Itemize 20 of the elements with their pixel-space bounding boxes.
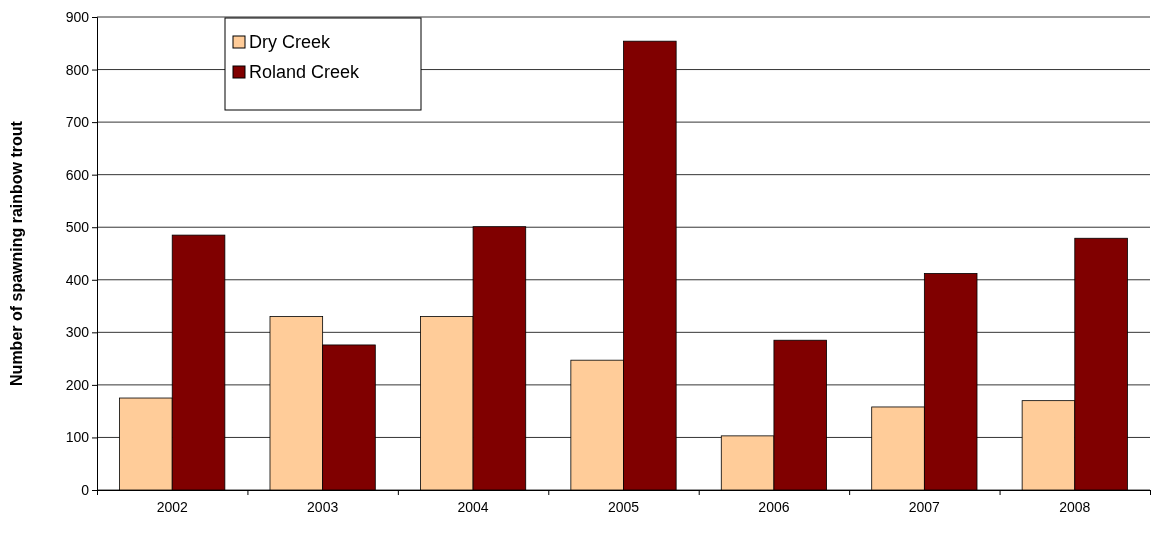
y-tick-label: 900	[65, 8, 90, 25]
y-tick-label: 800	[65, 61, 90, 78]
x-tick-label: 2004	[457, 499, 489, 515]
x-tick-label: 2002	[156, 499, 188, 515]
y-axis-title: Number of spawning rainbow trout	[8, 120, 25, 386]
x-tick-label: 2003	[307, 499, 339, 515]
y-tick-label: 600	[65, 166, 90, 183]
y-tick-label: 500	[65, 219, 90, 236]
y-tick-label: 300	[65, 324, 90, 341]
y-tick-label: 400	[65, 271, 90, 288]
legend-label: Roland Creek	[249, 62, 361, 82]
y-tick-label: 700	[65, 114, 90, 131]
y-tick-label: 200	[65, 376, 90, 393]
y-tick-label: 0	[81, 481, 90, 498]
x-tick-label: 2008	[1059, 499, 1091, 515]
legend-label: Dry Creek	[249, 32, 332, 52]
y-tick-label: 100	[65, 429, 90, 446]
x-tick-label: 2005	[607, 499, 640, 515]
x-tick-label: 2007	[908, 499, 941, 515]
x-tick-label: 2006	[758, 499, 790, 515]
